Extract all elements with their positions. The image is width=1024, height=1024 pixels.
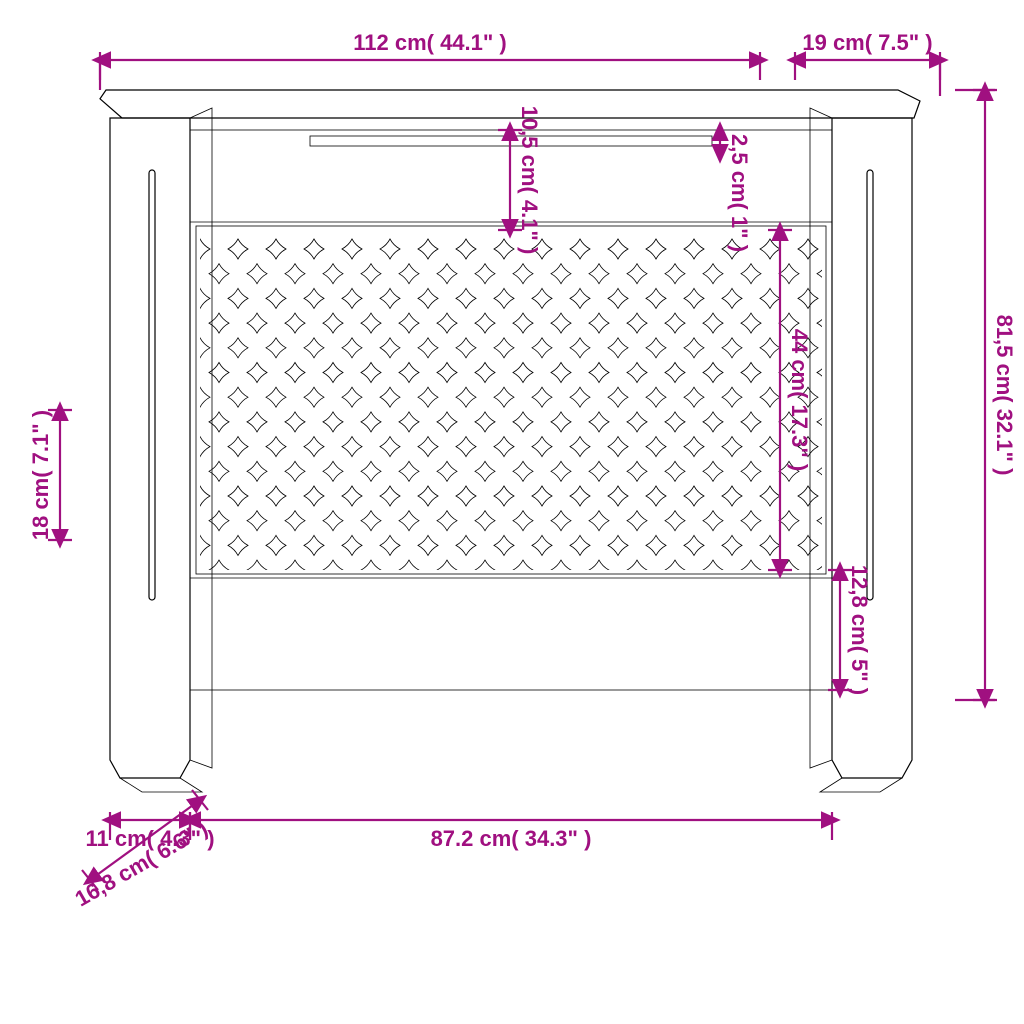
svg-text:12,8 cm( 5" ): 12,8 cm( 5" ) — [847, 565, 872, 695]
svg-text:87.2 cm( 34.3" ): 87.2 cm( 34.3" ) — [431, 826, 592, 851]
svg-text:19 cm( 7.5" ): 19 cm( 7.5" ) — [802, 30, 932, 55]
svg-text:112 cm( 44.1" ): 112 cm( 44.1" ) — [353, 30, 507, 55]
svg-text:81,5 cm( 32.1" ): 81,5 cm( 32.1" ) — [992, 315, 1017, 476]
svg-text:18 cm( 7.1" ): 18 cm( 7.1" ) — [28, 410, 53, 540]
dimension-diagram: 112 cm( 44.1" ) 19 cm( 7.5" ) 81,5 cm( 32.… — [0, 0, 1024, 1024]
svg-text:44 cm( 17.3" ): 44 cm( 17.3" ) — [787, 329, 812, 472]
svg-text:10,5 cm( 4.1" ): 10,5 cm( 4.1" ) — [517, 106, 542, 255]
svg-text:2,5 cm( 1" ): 2,5 cm( 1" ) — [727, 134, 752, 252]
